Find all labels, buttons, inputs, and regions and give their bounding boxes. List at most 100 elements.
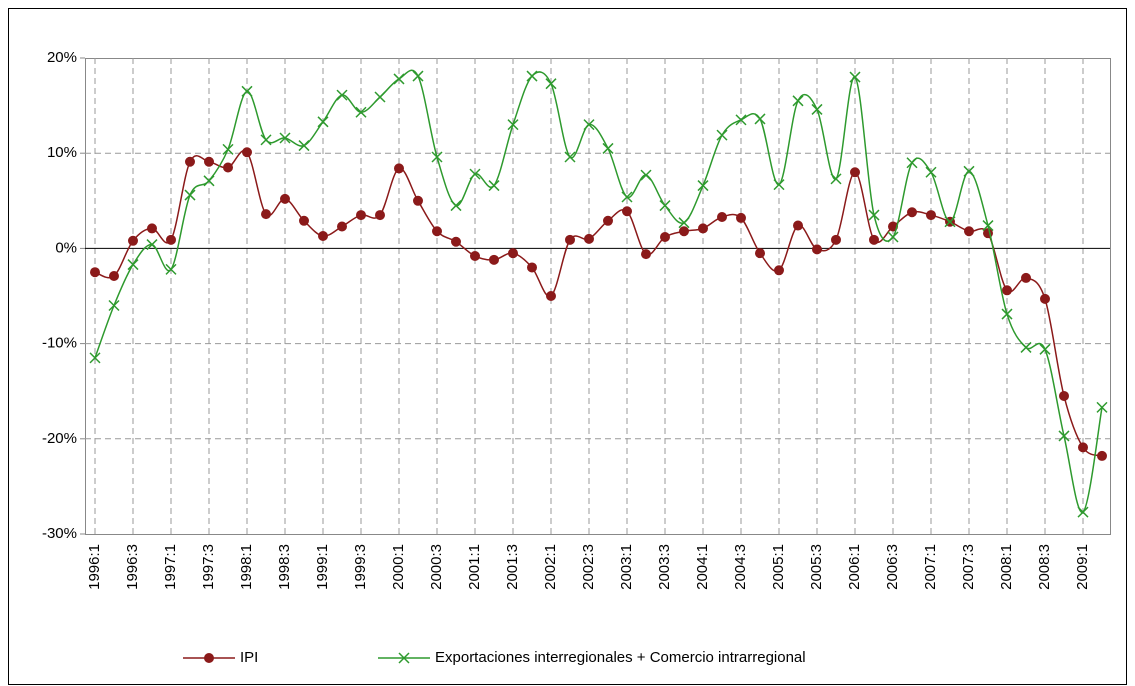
data-point xyxy=(90,267,100,278)
data-point xyxy=(830,173,842,185)
data-point xyxy=(716,129,728,141)
data-point xyxy=(1078,442,1088,453)
x-tick-label: 1998:1 xyxy=(238,544,255,590)
data-point xyxy=(697,180,709,192)
data-point xyxy=(527,262,537,273)
data-point xyxy=(792,95,804,107)
data-point xyxy=(850,167,860,178)
data-point xyxy=(641,249,651,260)
data-point xyxy=(203,175,215,187)
data-point xyxy=(355,106,367,118)
data-point xyxy=(184,189,196,201)
data-point xyxy=(146,239,158,251)
legend-marker xyxy=(398,652,410,664)
data-point xyxy=(602,142,614,154)
data-point xyxy=(394,163,404,174)
data-point xyxy=(242,147,252,158)
data-point xyxy=(1001,308,1013,320)
x-tick-label: 1999:1 xyxy=(314,544,331,590)
y-tick-label: 10% xyxy=(47,144,77,161)
data-point xyxy=(165,263,177,275)
x-tick-label: 2002:3 xyxy=(580,544,597,590)
data-point xyxy=(907,207,917,218)
data-point xyxy=(773,179,785,191)
data-point xyxy=(108,299,120,312)
data-point xyxy=(964,226,974,237)
x-tick-label: 2003:1 xyxy=(618,544,635,590)
data-point xyxy=(869,234,879,245)
data-point xyxy=(849,71,861,83)
x-tick-label: 1997:1 xyxy=(162,544,179,590)
data-point xyxy=(735,114,747,126)
x-tick-label: 2000:3 xyxy=(428,544,445,590)
data-point xyxy=(374,91,386,103)
data-point xyxy=(868,209,880,221)
data-point xyxy=(128,235,138,246)
y-tick-label: 20% xyxy=(47,49,77,66)
data-point xyxy=(906,157,918,169)
plot-area xyxy=(85,58,1111,535)
x-tick-label: 2007:1 xyxy=(922,544,939,590)
legend-label: Exportaciones interregionales + Comercio… xyxy=(435,649,806,666)
data-point xyxy=(925,166,937,178)
data-point xyxy=(413,195,423,206)
x-tick-label: 2003:3 xyxy=(656,544,673,590)
data-point xyxy=(811,103,823,115)
data-point xyxy=(831,234,841,245)
data-point xyxy=(204,156,214,167)
data-point xyxy=(982,220,994,232)
x-tick-label: 1997:3 xyxy=(200,544,217,590)
data-point xyxy=(584,233,594,244)
x-tick-label: 1996:3 xyxy=(124,544,141,590)
data-point xyxy=(736,212,746,223)
y-tick-label: -30% xyxy=(42,525,77,542)
data-point xyxy=(963,165,975,177)
x-tick-label: 2002:1 xyxy=(542,544,559,590)
data-point xyxy=(660,231,670,242)
data-point xyxy=(564,151,576,163)
x-tick-label: 1999:3 xyxy=(352,544,369,590)
data-point xyxy=(412,70,424,82)
data-point xyxy=(640,169,652,181)
data-point xyxy=(375,210,385,221)
data-point xyxy=(1021,272,1031,283)
x-tick-label: 2006:3 xyxy=(884,544,901,590)
data-point xyxy=(280,193,290,204)
legend-marker xyxy=(204,653,214,663)
x-tick-label: 2004:1 xyxy=(694,544,711,590)
data-point xyxy=(223,162,233,173)
x-tick-label: 2006:1 xyxy=(846,544,863,590)
x-tick-label: 2009:1 xyxy=(1074,544,1091,590)
data-point xyxy=(356,210,366,221)
data-point xyxy=(185,156,195,167)
data-point xyxy=(754,113,766,125)
data-point xyxy=(622,206,632,217)
x-tick-label: 2004:3 xyxy=(732,544,749,590)
x-tick-label: 2005:1 xyxy=(770,544,787,590)
data-point xyxy=(812,244,822,255)
data-point xyxy=(774,265,784,276)
data-point xyxy=(659,200,671,212)
data-point xyxy=(298,140,310,152)
data-point xyxy=(698,223,708,234)
data-point xyxy=(127,259,139,271)
x-tick-label: 2007:3 xyxy=(960,544,977,590)
data-point xyxy=(299,215,309,226)
data-point xyxy=(166,234,176,245)
x-tick-label: 1998:3 xyxy=(276,544,293,590)
data-point xyxy=(470,251,480,262)
data-point xyxy=(336,89,348,101)
x-tick-label: 2001:3 xyxy=(504,544,521,590)
data-point xyxy=(1077,506,1089,518)
data-point xyxy=(260,134,272,146)
legend-label: IPI xyxy=(240,649,258,666)
data-point xyxy=(603,215,613,226)
data-point xyxy=(755,248,765,259)
data-point xyxy=(317,116,329,128)
data-point xyxy=(109,271,119,282)
data-point xyxy=(565,234,575,245)
y-tick-label: -20% xyxy=(42,430,77,447)
data-point xyxy=(222,143,234,155)
data-point xyxy=(488,180,500,192)
